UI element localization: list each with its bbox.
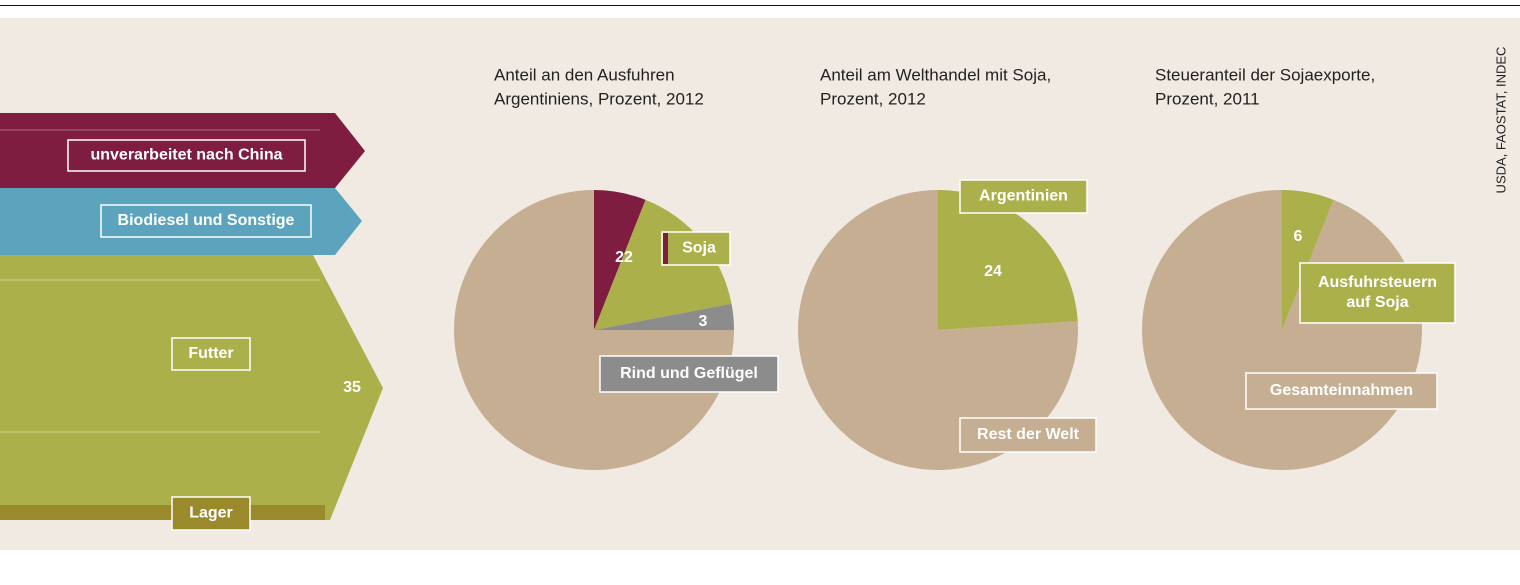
value-label: 3: [699, 313, 708, 330]
label-box: [959, 417, 1097, 453]
label-box: [100, 204, 312, 238]
annotation: 35: [343, 379, 361, 396]
pie-slice: [454, 190, 734, 470]
value-label: 24: [984, 263, 1002, 280]
flow-band: [0, 255, 383, 520]
label-box: [1245, 372, 1438, 410]
label-text: Argentinien: [979, 188, 1068, 205]
value-label: 22: [615, 249, 633, 266]
source: USDA, FAOSTAT, INDEC: [1493, 47, 1508, 194]
label-box: [67, 139, 306, 172]
pie-slice: [798, 190, 1078, 470]
label-text: Biodiesel und Sonstige: [118, 212, 295, 229]
chart-title: Anteil an den Ausfuhren: [494, 65, 675, 84]
label-text: unverarbeitet nach China: [90, 147, 282, 164]
chart-title: Anteil am Welthandel mit Soja,: [820, 65, 1051, 84]
chart-title: Prozent, 2012: [820, 89, 926, 108]
pie-slice: [1282, 190, 1334, 330]
value-label: 6: [1294, 228, 1303, 245]
label-text: Lager: [189, 505, 233, 522]
label-text: auf Soja: [1346, 294, 1408, 311]
label-box: [959, 179, 1088, 214]
pie-slice: [938, 190, 1078, 330]
label-box: [171, 337, 251, 371]
label-box: [661, 231, 731, 266]
chart-title: Prozent, 2011: [1155, 89, 1260, 108]
flow-band: [0, 505, 325, 520]
pie-slice: [594, 303, 734, 330]
label-text: Rind und Geflügel: [620, 365, 758, 382]
label-strip: [663, 233, 668, 264]
chart-title: Steueranteil der Sojaexporte,: [1155, 65, 1375, 84]
label-text: Gesamteinnahmen: [1270, 382, 1413, 399]
label-text: Rest der Welt: [977, 426, 1080, 443]
label-text: Ausfuhrsteuern: [1318, 274, 1437, 291]
label-box: [171, 496, 251, 531]
label-box: [599, 355, 779, 393]
label-text: Soja: [682, 240, 716, 257]
label-text: Futter: [188, 345, 233, 362]
label-box: [1299, 262, 1456, 324]
chart-title: Argentiniens, Prozent, 2012: [494, 89, 704, 108]
pie-part: [594, 190, 646, 330]
